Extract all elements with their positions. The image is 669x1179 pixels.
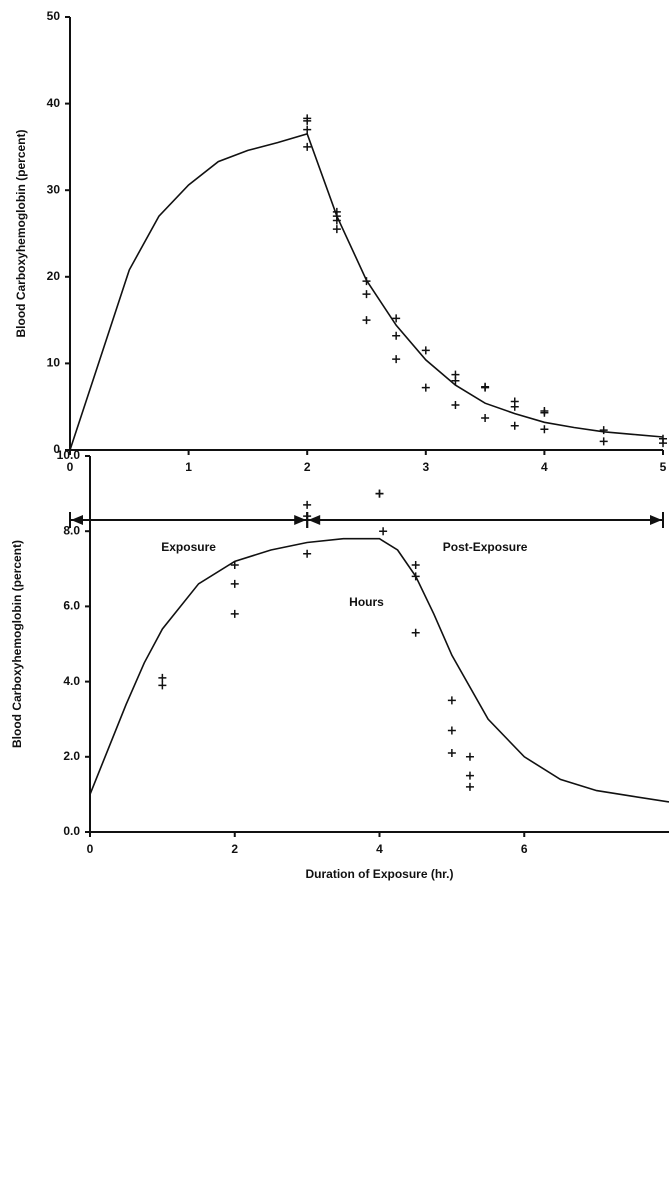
x-axis-label: Hours [349,595,384,609]
arrow-head [308,515,321,525]
data-point [540,408,549,417]
x-tick-label: 6 [521,842,528,856]
data-point [421,346,430,355]
x-tick-label: 0 [67,460,74,474]
y-tick-label: 8.0 [63,523,80,537]
y-tick-label: 20 [47,269,61,283]
y-axis-label: Blood Carboxyhemoglobin (percent) [10,540,24,748]
x-tick-label: 2 [231,842,238,856]
y-tick-label: 10 [47,356,61,370]
data-point [451,400,460,409]
data-point [332,225,341,234]
y-tick-label: 40 [47,96,61,110]
data-point [303,512,312,521]
data-point [230,609,239,618]
y-tick-label: 6.0 [63,599,80,613]
data-point [411,572,420,581]
data-point [375,489,384,498]
x-tick-label: 5 [660,460,667,474]
data-point [447,696,456,705]
arrow-head [650,515,662,525]
x-axis-label: Duration of Exposure (hr.) [305,867,453,881]
data-point [303,116,312,125]
data-point [659,439,667,448]
data-point [392,314,401,323]
span-label: Exposure [161,540,216,554]
data-point [465,752,474,761]
x-tick-label: 4 [376,842,383,856]
data-point [451,376,460,385]
data-point [421,383,430,392]
data-point [303,500,312,509]
data-point [510,402,519,411]
data-point [379,527,388,536]
data-point [447,749,456,758]
plot: 0 10 20 30 40 50 0 1 2 3 4 5 Blood Carboxyhemoglobin… [14,9,667,609]
y-tick-label: 50 [47,9,61,23]
x-tick-label: 3 [422,460,429,474]
data-point [230,579,239,588]
y-tick-label: 0 [53,442,60,456]
data-point [411,561,420,570]
model-curve [89,537,669,803]
x-tick-label: 1 [185,460,192,474]
data-point [481,383,490,392]
data-point [158,681,167,690]
span-label: Post-Exposure [443,540,528,554]
y-tick-label: 30 [47,182,61,196]
data-point [303,125,312,134]
data-point [392,355,401,364]
data-point [447,726,456,735]
arrow-head [294,515,307,525]
arrow-head [71,515,83,525]
data-point [362,316,371,325]
y-tick-label: 10.0 [57,448,81,462]
x-tick-label: 2 [304,460,311,474]
x-tick-label: 4 [541,460,548,474]
data-point [158,673,167,682]
data-point [599,426,608,435]
y-tick-label: 0.0 [63,824,80,838]
data-point [332,216,341,225]
data-point [599,437,608,446]
data-point [411,628,420,637]
data-point [510,421,519,430]
x-tick-label: 0 [87,842,94,856]
data-point [481,413,490,422]
y-tick-label: 4.0 [63,674,80,688]
y-axis-label: Blood Carboxyhemoglobin (percent) [14,129,28,337]
data-point [362,277,371,286]
data-point [230,561,239,570]
data-point [465,771,474,780]
data-point [362,290,371,299]
data-point [540,425,549,434]
data-point [392,331,401,340]
y-tick-label: 2.0 [63,749,80,763]
data-point [465,782,474,791]
data-point [303,142,312,151]
data-point [303,549,312,558]
